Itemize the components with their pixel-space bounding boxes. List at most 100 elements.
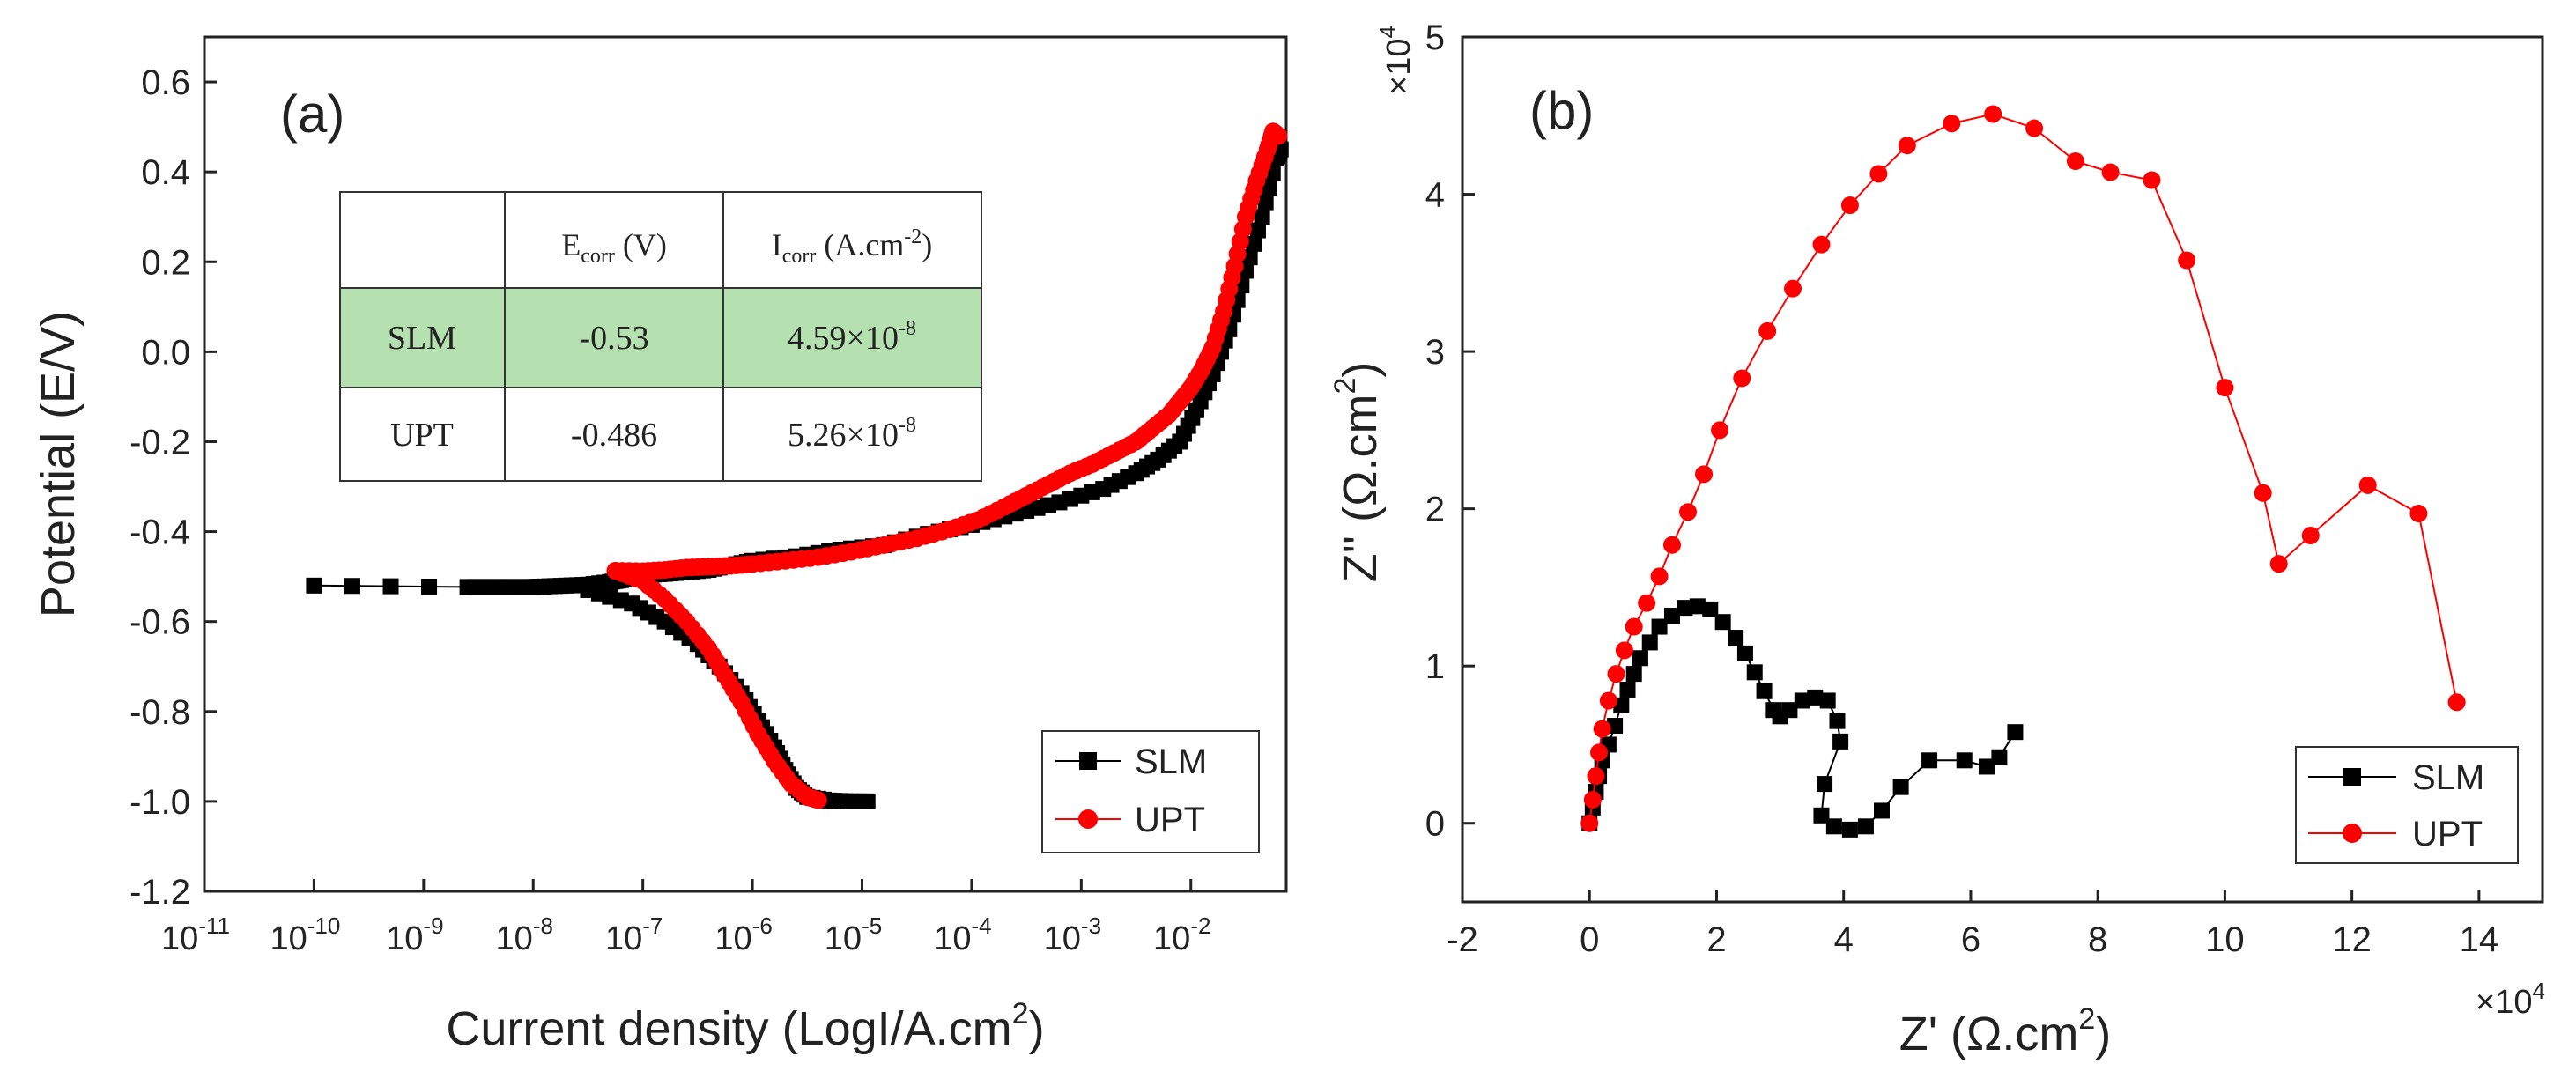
x-tick-label: 10-3 <box>1044 912 1101 957</box>
x-tick-label: 10-8 <box>496 912 553 957</box>
legend-label-upt: UPT <box>2412 815 2483 853</box>
x-tick-label: 6 <box>1961 920 1980 959</box>
data-point-slm <box>1641 634 1658 651</box>
x-tick-label: 10-9 <box>386 912 443 957</box>
x-tick-label-base: 10 <box>825 920 862 957</box>
data-point-upt <box>1638 594 1656 612</box>
data-point-upt <box>809 791 827 809</box>
x-tick-label: 12 <box>2332 920 2372 959</box>
data-point-slm <box>1832 733 1849 750</box>
data-point-upt <box>1711 421 1729 440</box>
legend-marker-slm <box>2343 768 2361 786</box>
data-point-upt <box>1580 814 1599 832</box>
table-cell-icorr-upt: 5.26×10-8 <box>788 414 916 454</box>
data-point-upt <box>1593 720 1611 738</box>
x-tick-label-base: 10 <box>1044 920 1081 957</box>
data-point-slm <box>1841 821 1858 838</box>
x-tick-label: 0 <box>1580 920 1599 959</box>
legend-marker-upt <box>1078 809 1098 829</box>
data-point-slm <box>1781 702 1798 719</box>
x-tick-label: 8 <box>2088 920 2107 959</box>
data-point-slm <box>1819 692 1836 709</box>
y-tick-label: -1.2 <box>130 873 190 912</box>
data-point-slm <box>382 578 399 595</box>
x-tick-label: 10-4 <box>934 912 991 957</box>
data-point-slm <box>1857 818 1874 835</box>
data-point-upt <box>1840 196 1859 215</box>
panel-b-frame <box>1461 35 2544 904</box>
panel-b-y-axis-title-main: Z'' (Ω.cm <box>1334 394 1387 582</box>
data-point-upt <box>1583 790 1602 809</box>
x-tick-label: 10-10 <box>270 912 340 957</box>
icorr-upt-base: 10 <box>865 417 899 454</box>
data-point-upt <box>2358 476 2377 494</box>
x-tick-label-exp: -3 <box>1081 912 1101 939</box>
x-tick-label-exp: -2 <box>1190 912 1210 939</box>
data-point-slm <box>1892 779 1909 795</box>
panel-b-x-axis-title-close: ) <box>2095 1008 2111 1060</box>
y-tick-label: -0.8 <box>130 693 190 732</box>
data-point-upt <box>2301 526 2320 544</box>
data-point-upt <box>2216 379 2234 397</box>
data-point-slm <box>1689 598 1706 615</box>
table-header-i: I <box>772 227 782 262</box>
legend-marker-slm <box>1079 752 1097 770</box>
data-point-slm <box>859 793 876 809</box>
data-point-upt <box>1662 536 1681 554</box>
y-tick-label: -0.2 <box>130 423 190 462</box>
data-point-slm <box>1619 681 1636 698</box>
x-tick-label-exp: -8 <box>533 912 553 939</box>
data-point-slm <box>1746 664 1763 681</box>
table-header-i-unit-close: ) <box>922 227 932 262</box>
ecorr-icorr-table: Ecorr (V) Icorr (A.cm-2) SLM -0.53 4.59×… <box>339 191 982 482</box>
data-point-upt <box>1733 369 1751 388</box>
legend-box <box>2295 746 2519 864</box>
panel-b-plot-area <box>1580 105 2466 838</box>
x-tick-label: 10-5 <box>825 912 882 957</box>
data-point-slm <box>1825 818 1842 835</box>
y-tick-label: 3 <box>1425 333 1445 372</box>
data-point-upt <box>2447 693 2466 712</box>
panel-b-legend: SLM UPT <box>2295 746 2519 864</box>
x-tick-label: 10-6 <box>714 912 772 957</box>
data-point-upt <box>2025 119 2044 137</box>
data-point-slm <box>1956 752 1973 769</box>
data-point-upt <box>1695 465 1714 484</box>
icorr-slm-base: 10 <box>865 320 899 357</box>
table-header-i-sub: corr <box>782 245 817 268</box>
x-tick-label-exp: -10 <box>307 912 341 939</box>
data-point-slm <box>1651 618 1668 635</box>
data-point-slm <box>1728 630 1744 646</box>
data-point-upt <box>1812 235 1831 254</box>
panel-a-plot-area <box>306 122 1289 809</box>
x-tick-label-exp: -6 <box>752 912 773 939</box>
x-tick-label-exp: -9 <box>423 912 443 939</box>
table-header-e: E <box>561 227 581 262</box>
data-point-upt <box>2254 484 2272 502</box>
icorr-slm-exp: -8 <box>899 317 916 340</box>
icorr-upt-times: × <box>847 417 865 454</box>
data-point-slm <box>1813 807 1830 824</box>
table-header-i-unit: (A.cm <box>816 227 904 262</box>
x-tick-label-base: 10 <box>714 920 751 957</box>
y-tick-label: 0.6 <box>141 63 190 102</box>
table-cell-ecorr-upt: -0.486 <box>571 417 657 454</box>
table-header-e-sub: corr <box>581 245 615 268</box>
panel-b-x-axis-title: Z' (Ω.cm2) <box>1899 1002 2112 1060</box>
data-point-slm <box>1817 776 1833 793</box>
data-point-upt <box>1587 767 1605 786</box>
data-point-upt <box>2066 152 2084 171</box>
panel-a-legend: SLM UPT <box>1041 730 1260 853</box>
data-point-slm <box>1625 666 1642 683</box>
table-row-highlight-slm <box>340 288 981 388</box>
data-point-slm <box>2007 724 2024 741</box>
x-tick-label-exp: -7 <box>642 912 663 939</box>
x-tick-label-base: 10 <box>605 920 642 957</box>
y-tick-label: 0 <box>1425 805 1445 844</box>
data-point-slm <box>1794 692 1810 709</box>
data-point-slm <box>306 577 322 594</box>
data-point-upt <box>1269 127 1288 145</box>
x-tick-label: 10-7 <box>605 912 663 957</box>
